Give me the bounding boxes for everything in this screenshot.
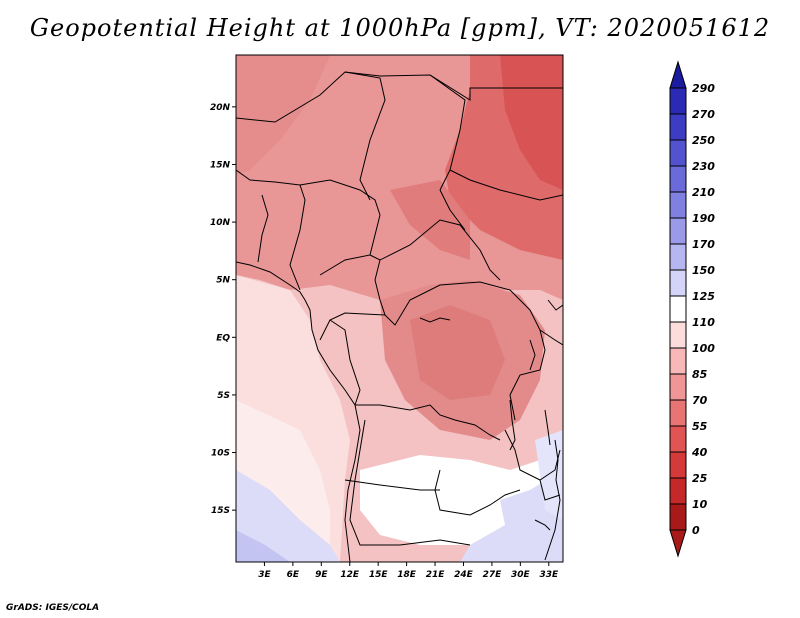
- lat-label: 10N: [210, 218, 231, 228]
- lon-label: 24E: [454, 570, 474, 580]
- lat-label: 10S: [211, 449, 230, 459]
- colorbar-box: [669, 217, 687, 245]
- north-west-warm: [236, 55, 330, 175]
- north-east-hot: [500, 55, 563, 190]
- coastlines: [236, 261, 551, 562]
- colorbar-label: 250: [692, 134, 715, 147]
- lat-label: 20N: [210, 103, 231, 113]
- lat-label: 15N: [210, 160, 231, 170]
- colorbar-top-arrow: [669, 60, 687, 89]
- lon-label: 9E: [315, 570, 328, 580]
- southwest-blue: [236, 530, 290, 562]
- colorbar-label: 270: [692, 108, 715, 121]
- colorbar-box: [669, 165, 687, 193]
- lat-label: 5N: [216, 276, 230, 286]
- lon-label: 15E: [369, 570, 389, 580]
- grads-credit: GrADS: IGES/COLA: [6, 603, 100, 613]
- colorbar-label: 100: [692, 342, 715, 355]
- lon-label: 21E: [426, 570, 446, 580]
- colorbar-label: 190: [692, 212, 715, 225]
- colorbar-bottom-arrow: [669, 529, 687, 558]
- colorbar-box: [669, 113, 687, 141]
- colorbar-box: [669, 347, 687, 375]
- east-blue: [535, 430, 563, 520]
- lon-label: 30E: [511, 570, 531, 580]
- map-title: Geopotential Height at 1000hPa [gpm], VT…: [29, 14, 771, 42]
- colorbar-box: [669, 87, 687, 115]
- lon-label: 3E: [258, 570, 271, 580]
- colorbar-label: 70: [692, 394, 708, 407]
- lon-label: 12E: [340, 570, 360, 580]
- colorbar: 2902702502302101901701501251101008570554…: [669, 60, 715, 558]
- lon-label: 27E: [483, 570, 503, 580]
- lat-label: 5S: [217, 391, 230, 401]
- colorbar-box: [669, 451, 687, 479]
- colorbar-box: [669, 425, 687, 453]
- southwest-lavender: [236, 470, 340, 562]
- colorbar-label: 125: [692, 290, 715, 303]
- colorbar-label: 110: [692, 316, 715, 329]
- longitude-labels: 3E 6E 9E 12E 15E 18E 21E 24E 27E 30E 33E: [258, 562, 559, 580]
- colorbar-label: 0: [692, 524, 700, 537]
- colorbar-label: 290: [692, 82, 715, 95]
- colorbar-label: 85: [692, 368, 708, 381]
- central-band: [390, 180, 470, 260]
- lon-label: 18E: [397, 570, 417, 580]
- colorbar-label: 150: [692, 264, 715, 277]
- colorbar-label: 55: [692, 420, 708, 433]
- colorbar-label: 25: [692, 472, 708, 485]
- colorbar-box: [669, 321, 687, 349]
- colorbar-box: [669, 399, 687, 427]
- colorbar-box: [669, 139, 687, 167]
- latitude-labels: 20N 15N 10N 5N EQ 5S 10S 15S: [210, 103, 236, 516]
- country-borders: [236, 71, 563, 561]
- lat-label: 15S: [211, 506, 230, 516]
- congo-core: [410, 305, 505, 400]
- colorbar-box: [669, 269, 687, 297]
- colorbar-label: 40: [691, 446, 708, 459]
- colorbar-label: 170: [692, 238, 715, 251]
- colorbar-box: [669, 243, 687, 271]
- colorbar-box: [669, 295, 687, 323]
- colorbar-box: [669, 477, 687, 505]
- height-field: [236, 55, 563, 562]
- colorbar-box: [669, 373, 687, 401]
- lon-label: 33E: [539, 570, 559, 580]
- southeast-lavender: [460, 470, 563, 562]
- colorbar-box: [669, 503, 687, 531]
- lon-label: 6E: [287, 570, 300, 580]
- colorbar-label: 10: [692, 498, 708, 511]
- lat-label: EQ: [216, 333, 230, 343]
- colorbar-label: 230: [692, 160, 715, 173]
- colorbar-box: [669, 191, 687, 219]
- colorbar-label: 210: [692, 186, 715, 199]
- plot-frame: [235, 54, 564, 563]
